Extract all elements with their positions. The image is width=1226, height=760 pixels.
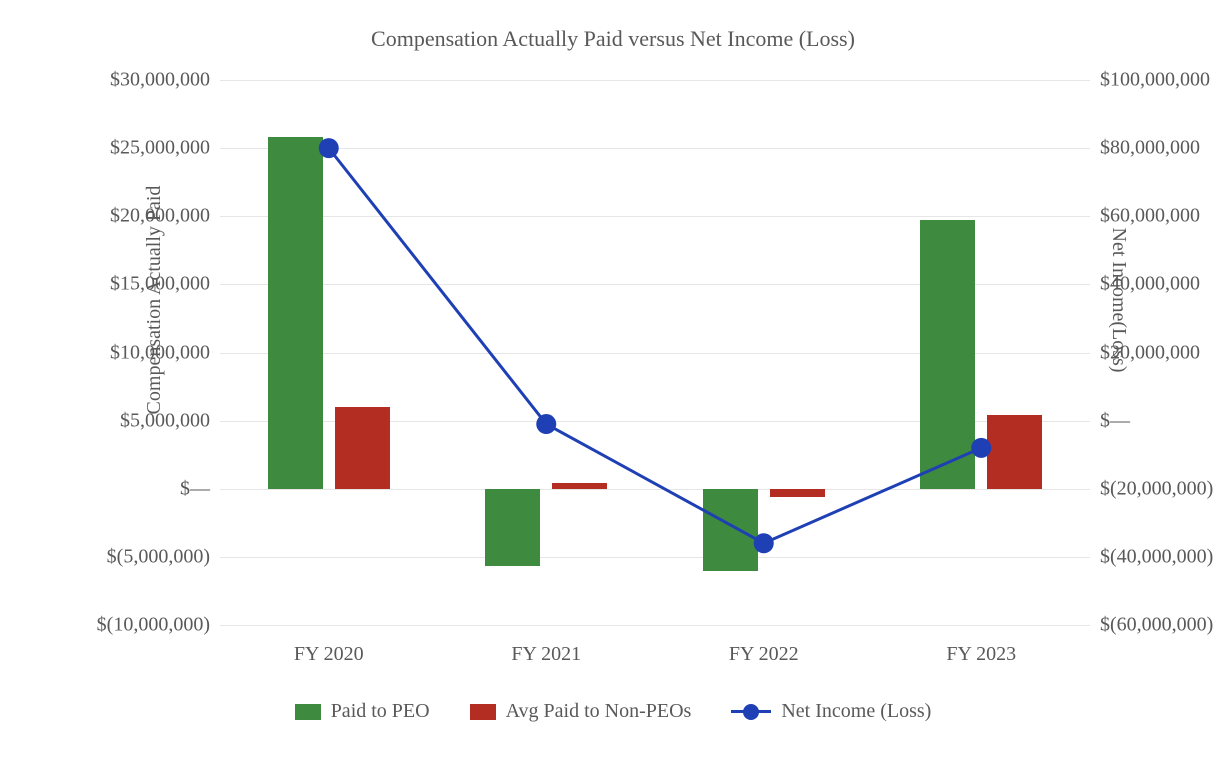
category-label: FY 2022 bbox=[729, 643, 799, 666]
category-label: FY 2020 bbox=[294, 643, 364, 666]
legend-swatch-icon bbox=[295, 704, 321, 720]
y2-tick-label: $40,000,000 bbox=[1100, 273, 1200, 296]
legend-line-icon bbox=[731, 704, 771, 720]
legend-label: Net Income (Loss) bbox=[781, 700, 931, 723]
y2-tick-label: $(40,000,000) bbox=[1100, 545, 1213, 568]
y1-tick-label: $5,000,000 bbox=[120, 409, 210, 432]
y2-tick-label: $(60,000,000) bbox=[1100, 614, 1213, 637]
y1-tick-label: $15,000,000 bbox=[110, 273, 210, 296]
y1-tick-label: $20,000,000 bbox=[110, 205, 210, 228]
y1-tick-label: $— bbox=[180, 477, 210, 500]
y1-tick-label: $(10,000,000) bbox=[97, 614, 210, 637]
y2-tick-label: $20,000,000 bbox=[1100, 341, 1200, 364]
y2-tick-label: $60,000,000 bbox=[1100, 205, 1200, 228]
legend-item-net-income: Net Income (Loss) bbox=[731, 700, 931, 723]
plot-area: $(10,000,000)$(60,000,000)$(5,000,000)$(… bbox=[220, 80, 1090, 625]
y1-tick-label: $10,000,000 bbox=[110, 341, 210, 364]
chart-title: Compensation Actually Paid versus Net In… bbox=[0, 26, 1226, 52]
y1-tick-label: $(5,000,000) bbox=[107, 545, 210, 568]
legend: Paid to PEO Avg Paid to Non-PEOs Net Inc… bbox=[0, 700, 1226, 723]
category-label: FY 2023 bbox=[946, 643, 1016, 666]
legend-label: Avg Paid to Non-PEOs bbox=[506, 700, 692, 723]
y2-tick-label: $— bbox=[1100, 409, 1130, 432]
grid-line bbox=[220, 625, 1090, 626]
y1-tick-label: $25,000,000 bbox=[110, 137, 210, 160]
legend-item-paid-to-peo: Paid to PEO bbox=[295, 700, 430, 723]
y1-tick-label: $30,000,000 bbox=[110, 69, 210, 92]
legend-item-avg-non-peo: Avg Paid to Non-PEOs bbox=[470, 700, 692, 723]
y2-tick-label: $100,000,000 bbox=[1100, 69, 1210, 92]
y2-tick-label: $(20,000,000) bbox=[1100, 477, 1213, 500]
category-label: FY 2021 bbox=[511, 643, 581, 666]
y2-tick-label: $80,000,000 bbox=[1100, 137, 1200, 160]
legend-swatch-icon bbox=[470, 704, 496, 720]
legend-label: Paid to PEO bbox=[331, 700, 430, 723]
